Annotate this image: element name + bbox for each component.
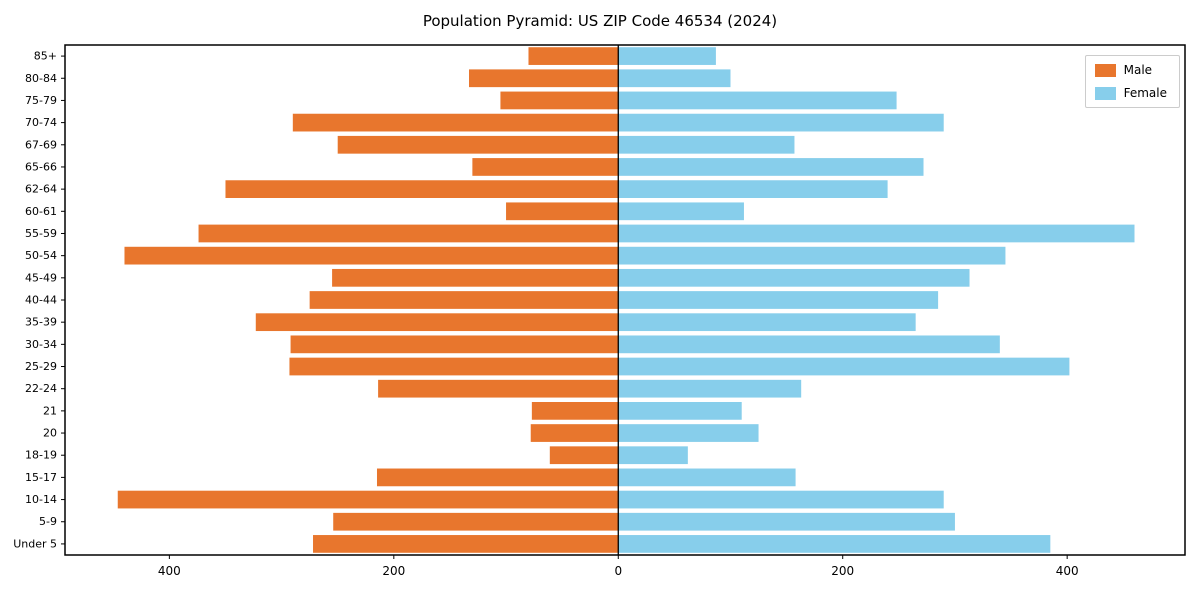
x-tick-label: 400 (158, 564, 181, 578)
y-tick-label: 18-19 (25, 449, 57, 462)
bar-female-30-34[interactable] (618, 335, 1000, 354)
x-tick-label: 200 (831, 564, 854, 578)
bar-female-70-74[interactable] (618, 113, 944, 132)
bar-female-62-64[interactable] (618, 180, 888, 198)
y-tick-label: 5-9 (39, 515, 57, 528)
y-tick-label: 45-49 (25, 271, 57, 284)
bar-female-20[interactable] (618, 424, 759, 442)
bar-male-65-66[interactable] (472, 158, 619, 176)
plot-border (64, 44, 1186, 556)
bar-male-50-54[interactable] (124, 246, 619, 265)
bar-female-50-54[interactable] (618, 246, 1006, 265)
bar-male-70-74[interactable] (292, 113, 619, 132)
y-tick-label: 75-79 (25, 94, 57, 107)
bar-male-45-49[interactable] (332, 268, 619, 287)
bar-male-21[interactable] (531, 402, 619, 420)
y-tick-label: 25-29 (25, 360, 57, 373)
bar-female-85+[interactable] (618, 47, 716, 65)
y-tick-label: 15-17 (25, 471, 57, 484)
y-tick-label: 65-66 (25, 160, 57, 173)
y-tick-label: 40-44 (25, 294, 57, 307)
y-tick-label: 10-14 (25, 493, 57, 506)
bar-male-10-14[interactable] (117, 490, 619, 509)
bar-male-22-24[interactable] (378, 379, 619, 398)
bar-female-75-79[interactable] (618, 91, 897, 110)
bar-female-21[interactable] (618, 402, 742, 420)
y-tick-label: 30-34 (25, 338, 57, 351)
bar-male-40-44[interactable] (309, 291, 619, 309)
bar-female-25-29[interactable] (618, 357, 1070, 376)
bar-male-Under 5[interactable] (313, 535, 619, 553)
bar-female-55-59[interactable] (618, 224, 1135, 243)
bar-male-85+[interactable] (528, 47, 619, 65)
bar-female-67-69[interactable] (618, 135, 795, 154)
y-tick-label: 35-39 (25, 316, 57, 329)
bar-female-10-14[interactable] (618, 490, 944, 509)
y-tick-label: 67-69 (25, 138, 57, 151)
bar-female-65-66[interactable] (618, 158, 924, 176)
chart-title: Population Pyramid: US ZIP Code 46534 (2… (422, 12, 778, 30)
bar-female-5-9[interactable] (618, 512, 955, 531)
y-tick-label: 85+ (34, 50, 57, 63)
legend: Male Female (1084, 55, 1180, 108)
bar-female-18-19[interactable] (618, 446, 688, 465)
y-tick-label: 60-61 (25, 205, 57, 218)
bar-female-Under 5[interactable] (618, 535, 1051, 553)
bar-female-60-61[interactable] (618, 202, 744, 221)
bar-female-22-24[interactable] (618, 379, 802, 398)
bar-female-40-44[interactable] (618, 291, 939, 309)
bar-male-75-79[interactable] (500, 91, 619, 110)
y-tick-label: 20 (43, 427, 57, 440)
bar-male-67-69[interactable] (337, 135, 619, 154)
x-tick-label: 400 (1056, 564, 1079, 578)
y-tick-label: 55-59 (25, 227, 57, 240)
bar-male-30-34[interactable] (290, 335, 619, 354)
bar-male-15-17[interactable] (376, 468, 619, 487)
y-tick-label: 62-64 (25, 183, 57, 196)
bar-female-35-39[interactable] (618, 313, 916, 332)
y-tick-label: 21 (43, 404, 57, 417)
bar-female-80-84[interactable] (618, 69, 731, 88)
y-tick-label: 80-84 (25, 72, 57, 85)
bar-male-80-84[interactable] (469, 69, 619, 88)
y-tick-label: 70-74 (25, 116, 57, 129)
y-tick-label: Under 5 (13, 537, 57, 550)
bar-female-15-17[interactable] (618, 468, 796, 487)
bar-male-35-39[interactable] (255, 313, 619, 332)
legend-label-female: Female (1123, 86, 1167, 100)
bar-male-25-29[interactable] (289, 357, 619, 376)
y-tick-label: 50-54 (25, 249, 57, 262)
bar-male-18-19[interactable] (549, 446, 619, 465)
bar-male-5-9[interactable] (333, 512, 619, 531)
x-tick-label: 200 (382, 564, 405, 578)
legend-label-male: Male (1123, 63, 1153, 77)
bar-male-60-61[interactable] (506, 202, 619, 221)
legend-item-male[interactable]: Male (1094, 63, 1167, 77)
male-color-swatch (1094, 63, 1116, 77)
female-color-swatch (1094, 86, 1116, 100)
bar-female-45-49[interactable] (618, 268, 970, 287)
x-tick-label: 0 (614, 564, 622, 578)
y-tick-label: 22-24 (25, 382, 57, 395)
bar-male-62-64[interactable] (225, 180, 619, 198)
bar-male-20[interactable] (530, 424, 619, 442)
bar-male-55-59[interactable] (198, 224, 619, 243)
legend-item-female[interactable]: Female (1094, 86, 1167, 100)
